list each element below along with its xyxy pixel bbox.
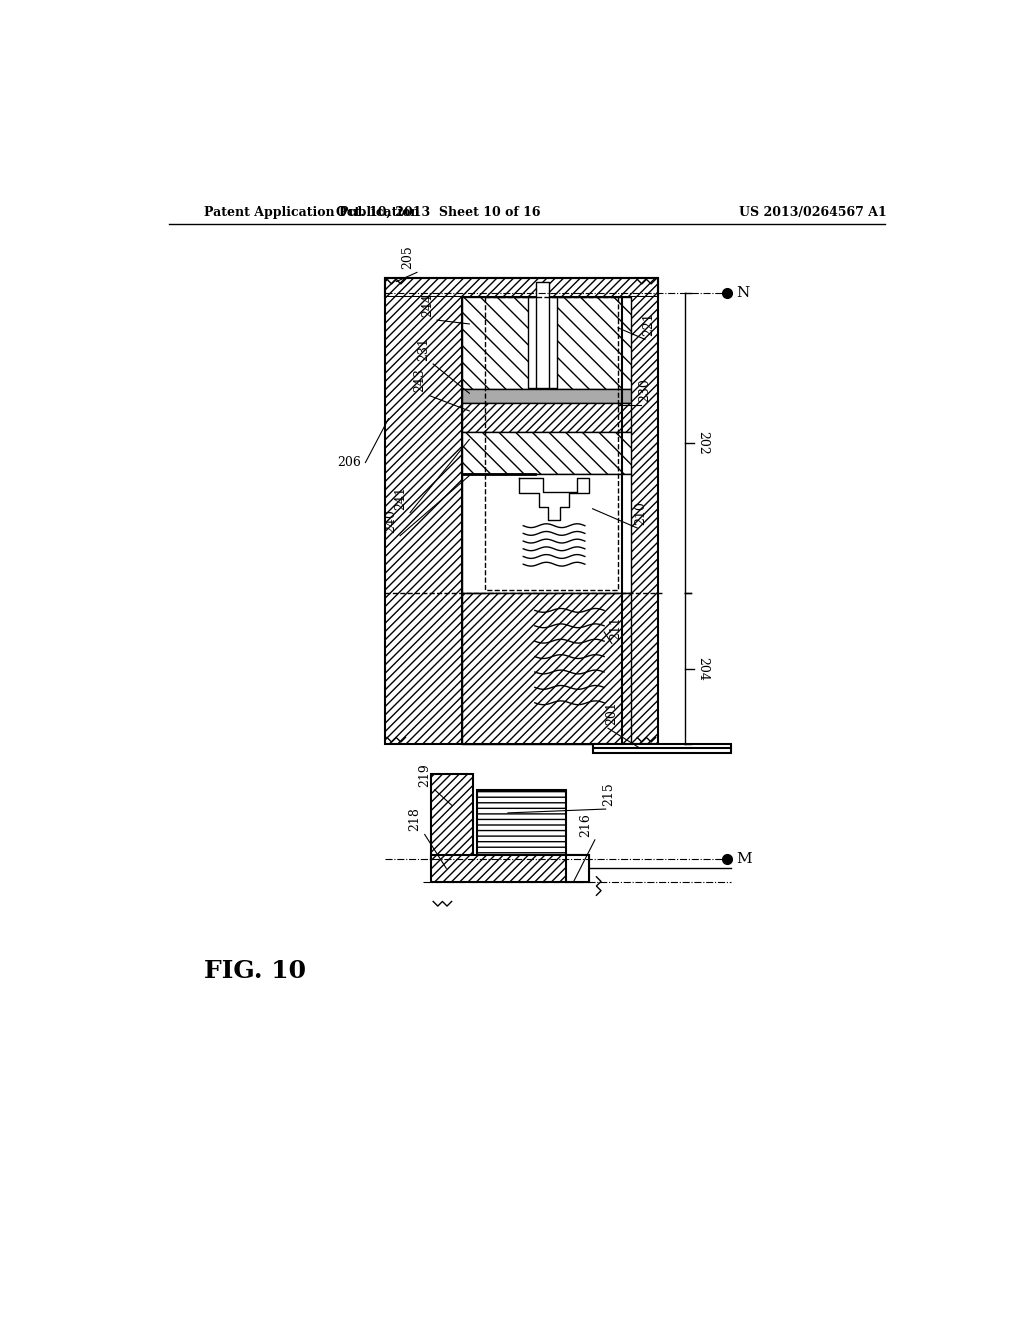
Text: 201: 201	[605, 701, 617, 725]
Bar	[537, 281, 549, 388]
Text: 206: 206	[338, 455, 361, 469]
Bar	[462, 297, 631, 389]
Text: 221: 221	[642, 313, 654, 337]
Text: Oct. 10, 2013  Sheet 10 of 16: Oct. 10, 2013 Sheet 10 of 16	[336, 206, 541, 219]
Text: 241: 241	[394, 486, 407, 510]
Text: 216: 216	[579, 813, 592, 837]
Text: 244: 244	[421, 293, 434, 317]
Text: 215: 215	[602, 783, 615, 807]
Bar	[462, 432, 631, 474]
Text: 205: 205	[401, 246, 414, 269]
Bar	[431, 775, 473, 859]
Bar	[593, 743, 731, 752]
Text: 243: 243	[414, 368, 426, 392]
Bar	[462, 474, 631, 594]
Bar	[462, 594, 631, 743]
Bar	[477, 789, 565, 859]
Text: 240: 240	[384, 508, 397, 533]
Text: 204: 204	[695, 656, 709, 681]
Bar	[622, 297, 658, 743]
Bar	[462, 389, 631, 404]
Text: 231: 231	[417, 337, 430, 360]
Bar	[565, 855, 589, 882]
Text: 211: 211	[608, 616, 622, 640]
Text: FIG. 10: FIG. 10	[204, 960, 306, 983]
Bar	[528, 297, 557, 388]
Text: 202: 202	[695, 432, 709, 455]
Bar	[385, 277, 658, 297]
Text: 210: 210	[634, 502, 647, 525]
Bar	[462, 404, 631, 432]
Text: US 2013/0264567 A1: US 2013/0264567 A1	[739, 206, 887, 219]
Bar	[484, 297, 617, 590]
Text: 219: 219	[419, 763, 432, 787]
Text: N: N	[736, 286, 749, 300]
Text: 218: 218	[409, 808, 422, 832]
Bar	[385, 277, 658, 743]
Bar	[431, 855, 589, 882]
Text: M: M	[736, 853, 752, 866]
Text: Patent Application Publication: Patent Application Publication	[204, 206, 419, 219]
Text: 230: 230	[638, 378, 651, 401]
Bar	[385, 297, 462, 743]
